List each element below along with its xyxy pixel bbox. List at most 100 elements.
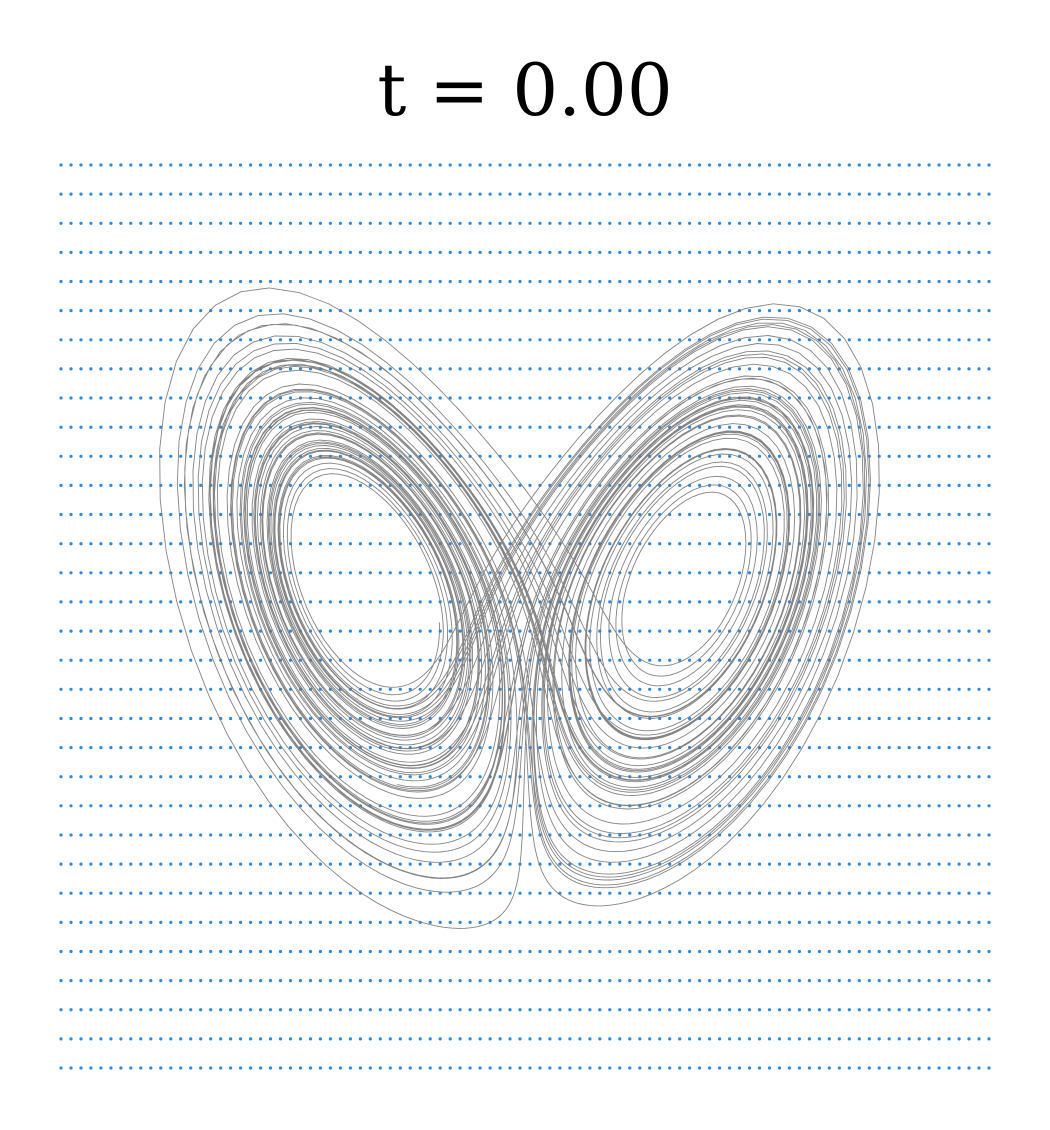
grid-dot bbox=[209, 833, 213, 837]
grid-dot bbox=[847, 862, 851, 866]
grid-dot bbox=[718, 862, 722, 866]
grid-dot bbox=[867, 250, 871, 254]
grid-dot bbox=[648, 1037, 652, 1041]
grid-dot bbox=[278, 804, 283, 808]
grid-dot bbox=[318, 600, 322, 604]
grid-dot bbox=[79, 804, 83, 808]
grid-dot bbox=[448, 862, 452, 866]
grid-dot bbox=[189, 250, 193, 254]
grid-dot bbox=[708, 979, 712, 983]
grid-dot bbox=[648, 192, 652, 196]
grid-dot bbox=[408, 1066, 412, 1070]
grid-dot bbox=[947, 979, 951, 983]
grid-dot bbox=[558, 1066, 562, 1070]
grid-dot bbox=[129, 833, 133, 837]
grid-dot bbox=[708, 512, 712, 517]
grid-dot bbox=[378, 542, 382, 546]
grid-dot bbox=[368, 279, 372, 284]
grid-dot bbox=[857, 920, 861, 925]
grid-dot bbox=[887, 979, 891, 983]
grid-dot bbox=[129, 163, 133, 167]
grid-dot bbox=[179, 279, 183, 284]
grid-dot bbox=[209, 862, 213, 866]
grid-dot bbox=[89, 687, 93, 691]
grid-dot bbox=[139, 629, 143, 633]
grid-dot bbox=[59, 367, 63, 371]
grid-dot bbox=[518, 1037, 522, 1041]
grid-dot bbox=[69, 716, 73, 721]
grid-dot bbox=[877, 862, 881, 866]
grid-dot bbox=[568, 891, 572, 895]
grid-dot bbox=[638, 891, 642, 895]
grid-dot bbox=[189, 775, 193, 779]
grid-dot bbox=[837, 687, 841, 691]
grid-dot bbox=[259, 746, 263, 750]
grid-dot bbox=[398, 1066, 402, 1070]
grid-dot bbox=[109, 804, 113, 808]
grid-dot bbox=[418, 163, 422, 167]
grid-dot bbox=[368, 833, 372, 837]
grid-dot bbox=[448, 629, 452, 633]
grid-dot bbox=[348, 600, 352, 604]
grid-dot bbox=[668, 250, 672, 254]
grid-dot bbox=[418, 309, 422, 313]
grid-dot bbox=[797, 163, 802, 167]
grid-dot bbox=[458, 1066, 462, 1070]
grid-dot bbox=[139, 338, 143, 342]
grid-dot bbox=[817, 1008, 822, 1012]
grid-dot bbox=[129, 920, 133, 925]
grid-dot bbox=[927, 396, 931, 400]
grid-dot bbox=[588, 1008, 592, 1012]
grid-dot bbox=[428, 250, 432, 254]
grid-dot bbox=[678, 279, 682, 284]
grid-dot bbox=[418, 862, 422, 866]
grid-dot bbox=[69, 512, 73, 517]
grid-dot bbox=[737, 250, 742, 254]
grid-dot bbox=[967, 454, 971, 458]
grid-dot bbox=[328, 163, 332, 167]
grid-dot bbox=[458, 862, 462, 866]
grid-dot bbox=[648, 483, 652, 487]
grid-dot bbox=[249, 338, 253, 342]
grid-dot bbox=[518, 221, 522, 225]
grid-dot bbox=[438, 1066, 442, 1070]
grid-dot bbox=[398, 629, 402, 633]
grid-dot bbox=[338, 600, 342, 604]
grid-dot bbox=[847, 775, 851, 779]
grid-dot bbox=[179, 891, 183, 895]
grid-dot bbox=[119, 658, 123, 662]
grid-dot bbox=[917, 920, 921, 925]
grid-dot bbox=[877, 1066, 881, 1070]
grid-dot bbox=[747, 367, 752, 371]
grid-dot bbox=[109, 512, 113, 517]
grid-dot bbox=[348, 163, 352, 167]
grid-dot bbox=[149, 833, 153, 837]
grid-dot bbox=[777, 1037, 782, 1041]
grid-dot bbox=[867, 658, 871, 662]
grid-dot bbox=[937, 163, 941, 167]
grid-dot bbox=[189, 746, 193, 750]
grid-dot bbox=[418, 891, 422, 895]
grid-dot bbox=[847, 629, 851, 633]
grid-dot bbox=[817, 862, 822, 866]
grid-dot bbox=[338, 221, 342, 225]
grid-dot bbox=[568, 920, 572, 925]
grid-dot bbox=[698, 1066, 702, 1070]
grid-dot bbox=[59, 746, 63, 750]
grid-dot bbox=[698, 1037, 702, 1041]
grid-dot bbox=[149, 483, 153, 487]
grid-dot bbox=[298, 338, 303, 342]
grid-dot bbox=[508, 1066, 512, 1070]
grid-dot bbox=[807, 396, 812, 400]
grid-dot bbox=[807, 221, 812, 225]
grid-dot bbox=[368, 629, 372, 633]
grid-dot bbox=[418, 600, 422, 604]
grid-dot bbox=[169, 1066, 173, 1070]
grid-dot bbox=[708, 309, 712, 313]
grid-dot bbox=[548, 367, 552, 371]
grid-dot bbox=[887, 804, 891, 808]
grid-dot bbox=[678, 716, 682, 721]
grid-dot bbox=[867, 279, 871, 284]
grid-dot bbox=[977, 716, 981, 721]
grid-dot bbox=[847, 979, 851, 983]
